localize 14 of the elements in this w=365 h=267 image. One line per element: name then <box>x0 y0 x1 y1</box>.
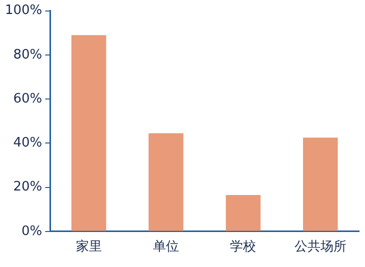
x-tick-label: 学校 <box>230 240 256 255</box>
bar <box>226 195 261 231</box>
y-tick-label: 80% <box>13 47 42 62</box>
x-tick-label: 单位 <box>152 240 179 255</box>
bar <box>148 133 184 231</box>
bar <box>71 35 106 231</box>
bar <box>303 138 338 231</box>
x-tick-label: 公共场所 <box>294 240 346 255</box>
y-tick-label: 60% <box>13 91 42 106</box>
x-tick-label: 家里 <box>76 238 102 255</box>
y-tick-label: 100% <box>4 3 42 18</box>
y-tick-label: 40% <box>13 136 42 151</box>
y-tick-label: 0% <box>22 224 42 239</box>
y-tick-label: 20% <box>13 180 42 195</box>
